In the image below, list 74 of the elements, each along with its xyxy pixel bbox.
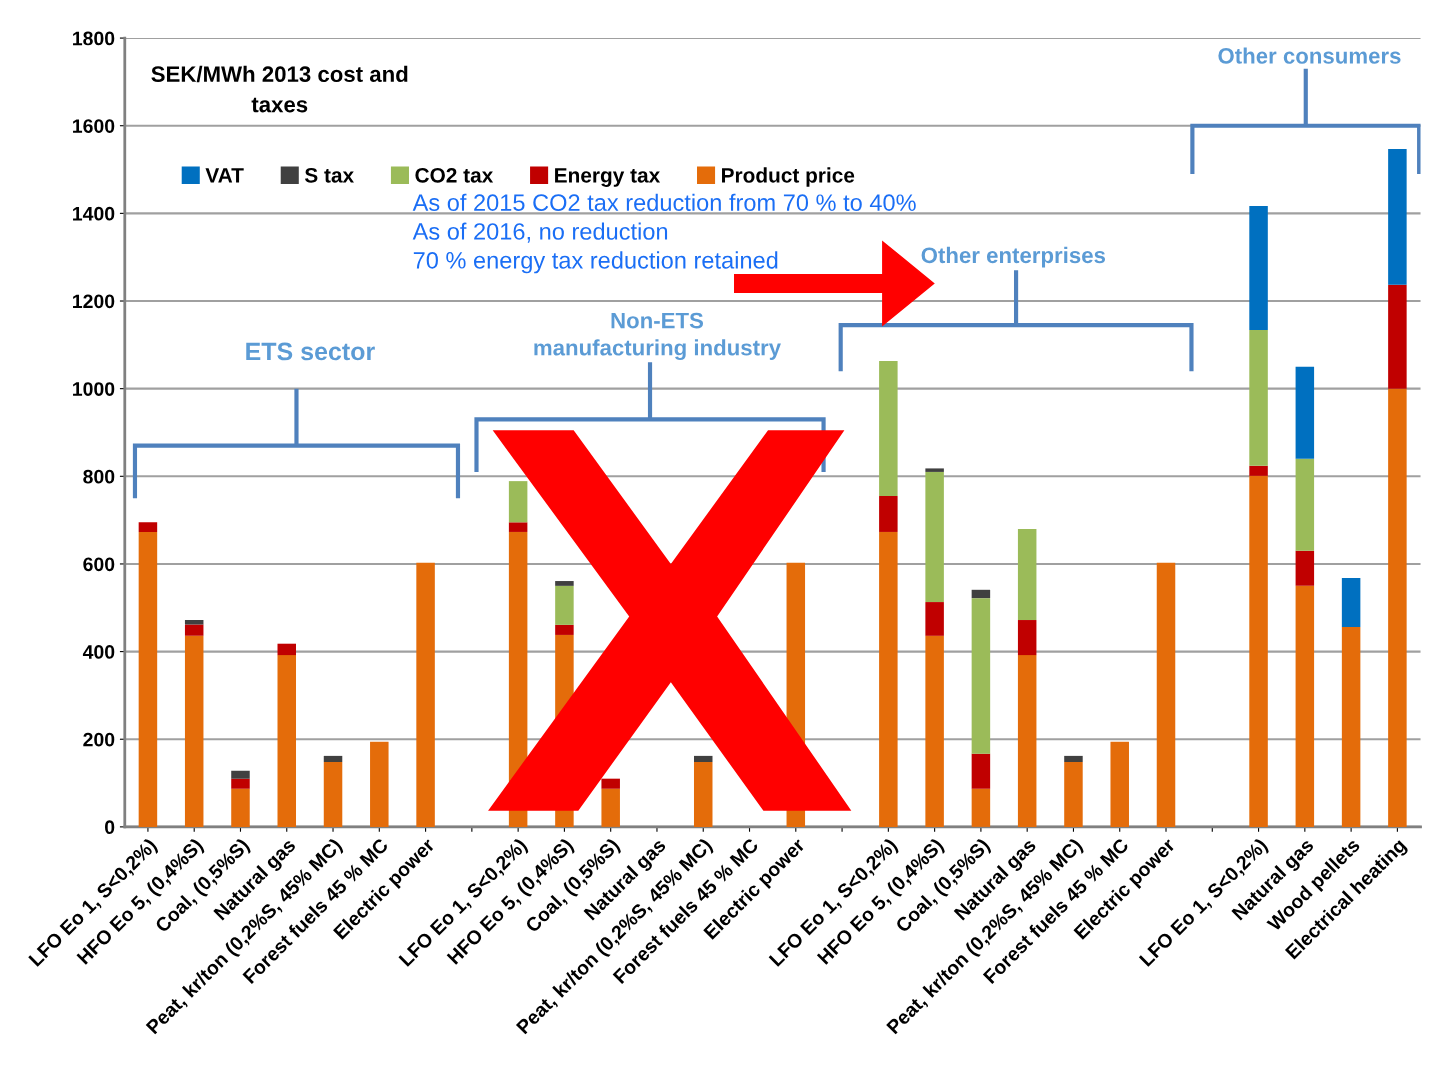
- text: SEK/MWh 2013 cost and taxes: [151, 65, 408, 113]
- bar: [184, 635, 204, 827]
- bar: [971, 589, 991, 599]
- bar: [231, 788, 250, 827]
- bar: [231, 770, 250, 779]
- y-tick-label: 1400: [73, 206, 115, 221]
- bar: [925, 468, 944, 472]
- bar: [1017, 528, 1037, 621]
- y-tick-label: 400: [82, 645, 115, 659]
- bar: [1017, 620, 1037, 656]
- legend-label: Product price: [722, 167, 855, 187]
- bar: [1295, 366, 1315, 459]
- bar: [693, 755, 713, 763]
- bar: [601, 778, 620, 789]
- bar: [1249, 475, 1268, 827]
- bar: [879, 496, 898, 532]
- y-tick-label: 1600: [73, 119, 115, 133]
- bar: [277, 643, 297, 656]
- bar: [1295, 458, 1315, 551]
- bar: [879, 361, 898, 497]
- bar: [555, 585, 574, 625]
- y-tick-label: 1200: [73, 294, 115, 309]
- bar: [184, 624, 204, 636]
- bar: [1156, 562, 1176, 827]
- bar: [555, 624, 574, 635]
- bar: [370, 741, 389, 827]
- y-tick-label: 800: [83, 469, 115, 484]
- bar: [1388, 388, 1407, 827]
- annotation: Other enterprises: [921, 246, 1106, 268]
- bar: [138, 531, 158, 827]
- legend-label: CO2 tax: [415, 167, 494, 183]
- annotation: Non-ETS manufacturing industry: [534, 312, 781, 361]
- legend-label: S tax: [304, 167, 354, 183]
- bar: [1017, 655, 1037, 827]
- bar: [1341, 627, 1361, 827]
- bar: [1249, 329, 1268, 466]
- bar: [1388, 284, 1407, 389]
- bar: [231, 778, 250, 789]
- bar: [1064, 762, 1083, 827]
- annotation: ETS sector: [246, 342, 375, 361]
- bar: [971, 598, 991, 754]
- bar: [1388, 148, 1407, 285]
- bar: [1064, 755, 1083, 763]
- legend-label: VAT: [205, 168, 244, 183]
- bar: [1249, 465, 1268, 476]
- bar: [323, 755, 343, 763]
- y-tick-label: 0: [105, 820, 115, 835]
- bar: [277, 655, 297, 827]
- bar: [138, 522, 158, 532]
- bar: [1295, 585, 1315, 827]
- bar: [601, 788, 620, 827]
- bar: [1295, 550, 1315, 586]
- annotation: As of 2015 CO2 tax reduction from 70 % to 40% As of 2016, no reduction 70 % energy tax reduction retained: [412, 193, 916, 274]
- bar: [971, 788, 991, 827]
- bar: [879, 531, 898, 827]
- bar: [925, 471, 944, 603]
- y-tick-label: 200: [83, 732, 115, 747]
- annotation: Other consumers: [1218, 47, 1401, 64]
- bar: [555, 581, 574, 586]
- y-tick-label: 1800: [73, 31, 115, 46]
- bar: [925, 635, 944, 827]
- bar: [1341, 577, 1361, 628]
- legend-label: Energy tax: [555, 168, 661, 187]
- bar: [1110, 741, 1129, 827]
- bar: [416, 562, 435, 827]
- bar: [1249, 205, 1268, 330]
- y-tick-label: 1000: [73, 382, 115, 396]
- bar: [323, 762, 343, 827]
- bar: [508, 522, 528, 532]
- y-tick-label: 600: [83, 557, 115, 572]
- bar: [693, 762, 713, 827]
- bar: [925, 602, 944, 636]
- bar: [971, 753, 991, 789]
- bar: [508, 481, 528, 523]
